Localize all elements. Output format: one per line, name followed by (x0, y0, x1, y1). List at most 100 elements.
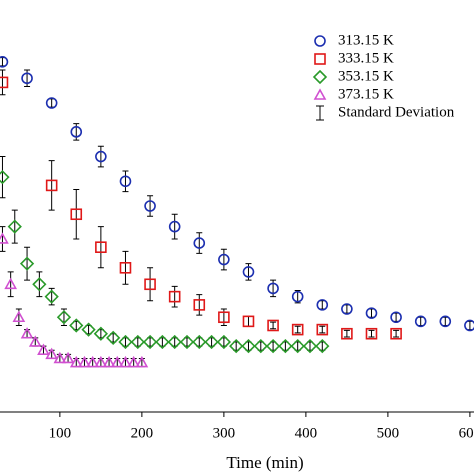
data-point (229, 338, 244, 354)
data-point (242, 315, 255, 328)
x-tick-label: 300 (213, 425, 236, 441)
data-point (0, 76, 9, 89)
error-bar (73, 189, 80, 240)
data-point (167, 334, 182, 350)
data-point (241, 338, 256, 354)
error-bar (343, 304, 350, 314)
error-bar (0, 226, 6, 252)
data-point (365, 327, 378, 340)
data-point (119, 261, 132, 274)
error-bar (343, 329, 350, 338)
error-bar (36, 271, 43, 298)
data-point (144, 200, 156, 212)
data-point (70, 208, 83, 221)
data-point (142, 334, 158, 350)
legend-error-bar (316, 105, 324, 121)
data-point (267, 282, 279, 295)
error-bar (294, 325, 301, 334)
data-point (93, 326, 108, 341)
data-point (28, 335, 42, 347)
error-bar (368, 329, 375, 338)
legend-marker (314, 35, 326, 47)
data-point (70, 126, 83, 138)
data-point (341, 303, 353, 315)
legend-marker (314, 53, 326, 65)
error-bar (466, 320, 473, 331)
data-point (37, 343, 50, 356)
error-bar (24, 246, 31, 281)
data-point (78, 355, 91, 368)
data-point (45, 347, 59, 360)
legend-label: 373.15 K (338, 86, 394, 102)
data-point (414, 315, 427, 328)
data-point (45, 97, 58, 109)
data-point (265, 338, 281, 354)
error-bar (0, 156, 6, 199)
data-point (193, 299, 206, 311)
error-bar (48, 160, 55, 211)
data-point (439, 315, 452, 328)
error-bar (11, 209, 18, 244)
data-point (267, 319, 279, 332)
data-point (19, 256, 35, 271)
error-bar (220, 248, 227, 271)
data-point (81, 322, 96, 337)
data-point (144, 278, 156, 291)
error-bar (0, 69, 6, 96)
error-bar (48, 98, 55, 108)
error-bar (147, 195, 154, 217)
data-point (155, 334, 170, 350)
data-point (193, 237, 206, 249)
x-axis-title: Time (min) (226, 453, 303, 472)
error-bar (270, 321, 277, 330)
data-point (168, 290, 181, 303)
legend-marker (313, 88, 327, 100)
data-point (118, 334, 133, 350)
data-point (291, 323, 304, 336)
data-point (7, 219, 22, 234)
error-bar (7, 271, 14, 298)
data-point (0, 170, 10, 185)
data-point (0, 232, 9, 244)
data-point (4, 277, 18, 290)
error-bar (0, 57, 6, 67)
legend-marker (312, 69, 328, 85)
data-point (302, 338, 318, 354)
data-point (365, 307, 378, 319)
x-tick-label: 100 (49, 425, 72, 441)
error-bar (368, 308, 375, 318)
error-bar (147, 267, 154, 302)
data-point (218, 311, 230, 324)
data-point (253, 338, 268, 354)
x-tick-label: 500 (377, 425, 400, 441)
data-point (130, 334, 145, 350)
error-bar (196, 294, 203, 316)
data-point (86, 355, 100, 368)
data-point (127, 355, 141, 368)
data-point (291, 290, 304, 303)
data-point (316, 299, 329, 311)
data-point (21, 72, 33, 85)
error-bar (442, 316, 449, 326)
data-point (44, 289, 59, 304)
x-tick-label: 400 (295, 425, 318, 441)
error-bar (97, 145, 104, 168)
data-point (278, 338, 293, 354)
error-bar (319, 300, 326, 310)
error-bar (171, 213, 178, 240)
error-bar (171, 285, 178, 308)
data-point (315, 338, 330, 354)
data-point (135, 355, 149, 368)
data-point (168, 220, 181, 233)
data-point (110, 355, 124, 368)
x-tick-label: 600 (459, 425, 474, 441)
data-point (464, 319, 474, 332)
data-point (106, 330, 121, 345)
legend-label: Standard Deviation (338, 104, 455, 120)
legend-label: 353.15 K (338, 68, 394, 84)
data-point (95, 241, 107, 253)
data-point (56, 310, 72, 325)
data-point (242, 266, 255, 278)
data-point (61, 351, 75, 364)
data-point (390, 311, 402, 324)
